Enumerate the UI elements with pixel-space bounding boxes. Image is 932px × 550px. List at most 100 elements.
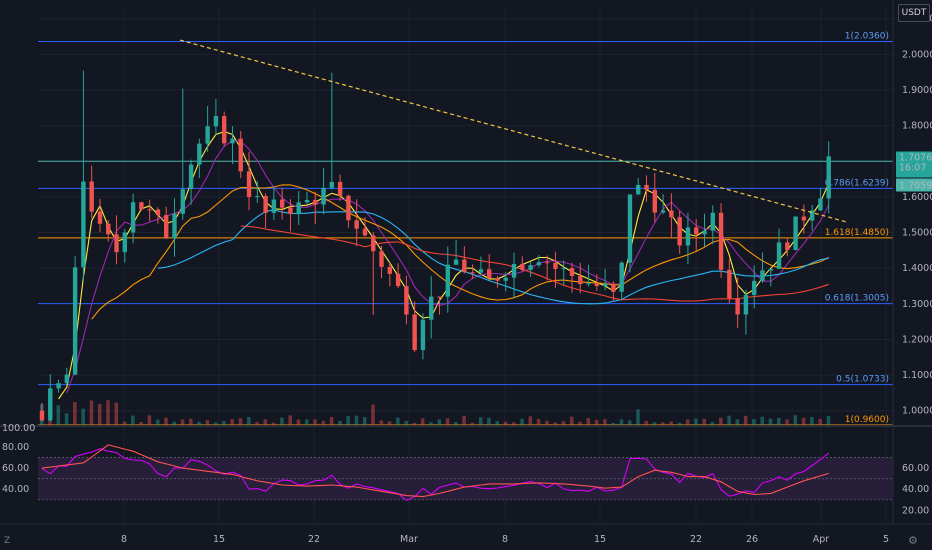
volume-bar: [470, 422, 475, 425]
candle-body: [72, 267, 78, 375]
candle-body: [478, 269, 484, 273]
candle-body: [89, 181, 94, 212]
volume-bar: [727, 415, 731, 425]
moving-average-line: [240, 225, 829, 302]
volume-bar: [362, 417, 367, 425]
candle-body: [702, 230, 707, 235]
rsi-left-tick: 40.00: [2, 484, 29, 495]
volume-bar: [752, 419, 756, 425]
candle-body: [288, 207, 293, 214]
volume-bar: [396, 417, 400, 425]
price-tick: 1.1000: [902, 370, 932, 381]
candle-body: [106, 223, 111, 235]
volume-bar: [222, 421, 226, 425]
candle-body: [437, 296, 442, 298]
candle-body: [470, 272, 475, 274]
time-tick: 22: [308, 534, 320, 545]
candle-body: [685, 227, 691, 246]
candle-body: [511, 263, 517, 278]
candle-body: [395, 273, 401, 287]
volume-bar: [131, 415, 135, 425]
candle-body: [255, 196, 260, 198]
volume-bar: [520, 418, 524, 425]
volume-bar: [379, 420, 384, 425]
candle-body: [818, 198, 823, 211]
volume-bar: [793, 415, 798, 425]
volume-bar: [205, 420, 210, 425]
volume-bar: [321, 420, 326, 425]
moving-average-line: [58, 131, 830, 400]
volume-bar: [785, 419, 789, 425]
candle-body: [495, 278, 500, 281]
countdown-value: 16:07: [899, 163, 926, 174]
volume-bar: [420, 418, 425, 425]
volume-bar: [586, 418, 591, 425]
candle-body: [561, 268, 566, 270]
volume-bar: [412, 422, 417, 425]
price-tick: 1.3000: [902, 299, 932, 310]
volume-bar: [677, 422, 682, 425]
candle-body: [735, 298, 740, 315]
moving-average-line: [91, 184, 829, 320]
candle-body: [296, 202, 301, 214]
candle-body: [553, 262, 558, 270]
volume-bar: [627, 420, 632, 425]
volume-bar: [810, 416, 814, 425]
time-tick: 5: [883, 534, 889, 545]
volume-bar: [545, 420, 549, 425]
candle-body: [751, 280, 757, 295]
candle-body: [776, 242, 782, 269]
price-axis[interactable]: 2.10002.00001.90001.80001.60001.50001.40…: [892, 0, 932, 523]
candle-body: [594, 283, 600, 287]
volume-bar: [338, 420, 342, 425]
time-tick: 15: [213, 534, 225, 545]
candle-body: [279, 199, 285, 208]
candle-body: [362, 228, 368, 236]
second-price-badge: [896, 178, 932, 192]
currency-badge[interactable]: USDT: [898, 4, 930, 22]
candle-body: [768, 268, 773, 271]
time-tick: 8: [502, 534, 508, 545]
volume-bar: [371, 404, 375, 425]
volume-bar: [139, 422, 143, 425]
second-price-value: 1.7059: [899, 181, 932, 192]
fib-levels: 1(2.0360) 0.786(1.6239) 1.618(1.4850) 0.618…: [38, 32, 893, 426]
candle-body: [147, 209, 152, 211]
candlesticks: [39, 70, 831, 422]
volume-bar: [81, 408, 85, 425]
volume-bar: [611, 422, 615, 425]
gear-icon[interactable]: ⚙: [908, 534, 918, 547]
volume-bar: [64, 413, 69, 425]
price-tick: 2.0000: [902, 49, 932, 60]
volume-bar: [280, 417, 284, 425]
rsi-left-tick: 60.00: [2, 463, 29, 474]
volume-bar: [818, 418, 822, 425]
rsi-left-tick: 80.00: [2, 442, 29, 453]
rsi-right-tick: 20.00: [902, 505, 929, 516]
current-price-badge: [896, 151, 932, 178]
volume-bar: [528, 416, 533, 425]
volume-bar: [73, 402, 77, 425]
candle-body: [462, 259, 467, 273]
volume-bar: [106, 400, 110, 425]
zoom-button[interactable]: Z: [4, 536, 11, 546]
volume-bar: [172, 421, 176, 425]
volume-bar: [263, 419, 268, 425]
trendline[interactable]: [179, 39, 847, 223]
volume-bar: [801, 417, 806, 425]
candle-body: [155, 209, 161, 216]
volume-bar: [578, 421, 582, 425]
candle-body: [793, 216, 798, 250]
candle-body: [329, 181, 335, 188]
candle-body: [503, 277, 508, 281]
candle-body: [387, 266, 393, 274]
volume-bar: [561, 421, 566, 425]
volume-bar: [313, 419, 317, 425]
volume-bar: [197, 421, 201, 425]
candle-body: [677, 217, 682, 246]
time-axis[interactable]: 8 15 22 Mar 8 15 22 26 Apr 5: [0, 523, 932, 545]
volume-bar: [147, 415, 152, 425]
candle-body: [611, 283, 616, 292]
candle-body: [354, 220, 359, 229]
